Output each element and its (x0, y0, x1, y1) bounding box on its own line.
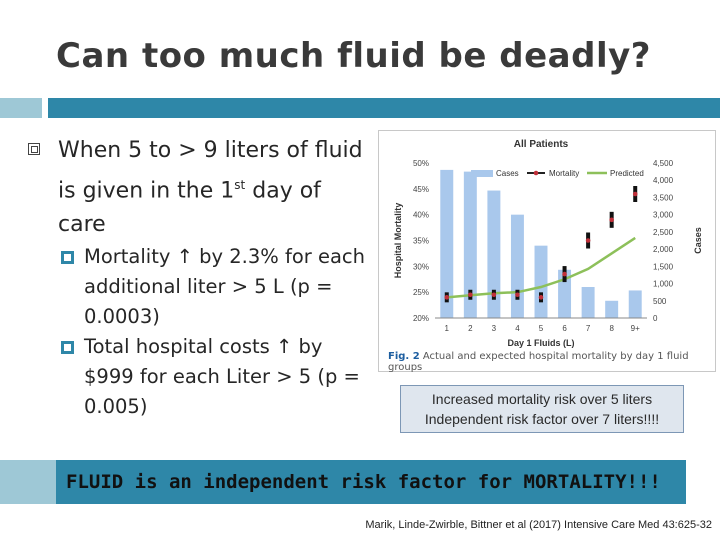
bullet-sub-1: Mortality ↑ by 2.3% for each additional … (28, 242, 368, 332)
x-tick-label: 2 (468, 324, 473, 333)
bullet-sub-2: Total hospital costs ↑ by $999 for each … (28, 332, 368, 422)
mortality-chart-figure: All Patients 20% 25% 30% 35% 40% 45% 50% 0 500 1,0… (378, 130, 716, 372)
accent-band-left (0, 98, 42, 118)
mortality-point (609, 217, 614, 223)
legend-swatch-cases (471, 170, 493, 177)
citation: Marik, Linde-Zwirble, Bittner et al (201… (365, 519, 712, 531)
cases-bar (558, 269, 572, 318)
x-tick-label: 9+ (631, 324, 640, 333)
bullet-list: When 5 to > 9 liters of fluid is given i… (28, 134, 368, 422)
figure-caption-label: Fig. 2 (388, 351, 420, 362)
y-left-tick-label: 20% (413, 314, 429, 323)
y-right-tick-label: 3,500 (653, 193, 674, 202)
x-tick-label: 5 (539, 324, 544, 333)
mortality-point (468, 292, 473, 298)
mortality-point (491, 292, 497, 298)
legend-label-cases: Cases (496, 169, 519, 178)
y-left-axis-label: Hospital Mortality (393, 203, 403, 279)
legend-swatch-mortality (533, 170, 539, 176)
bullet-main-text: When 5 to > 9 liters of fluid is given i… (58, 138, 363, 204)
banner-accent (0, 460, 56, 504)
y-left-tick-label: 35% (413, 237, 429, 246)
y-left-tick-label: 50% (413, 159, 429, 168)
y-left-tick-label: 40% (413, 211, 429, 220)
square-bullet-icon (28, 143, 40, 155)
bullet-sub-1-text: Mortality ↑ by 2.3% for each additional … (84, 245, 366, 329)
cases-bar (463, 171, 477, 318)
legend-label-mortality: Mortality (549, 169, 579, 178)
cases-bar (534, 245, 548, 318)
mortality-point (515, 292, 520, 298)
cases-bar (510, 214, 524, 318)
risk-note-line-1: Increased mortality risk over 5 liters (431, 391, 653, 407)
mortality-point (632, 191, 638, 197)
x-axis-label: Day 1 Fluids (L) (507, 338, 574, 348)
mortality-chart: All Patients 20% 25% 30% 35% 40% 45% 50% 0 500 1,0… (393, 139, 703, 348)
bullet-sub-2-text: Total hospital costs ↑ by $999 for each … (84, 335, 360, 419)
mortality-point (538, 295, 544, 300)
y-left-tick-label: 25% (413, 288, 429, 297)
cases-bar (581, 287, 595, 318)
y-right-tick-label: 0 (653, 314, 658, 323)
y-right-tick-label: 4,000 (653, 176, 674, 185)
accent-band-right (48, 98, 720, 118)
mortality-point (444, 295, 450, 300)
y-left-tick-label: 30% (413, 262, 429, 271)
figure-caption: Fig. 2 Actual and expected hospital mort… (388, 351, 720, 373)
y-right-tick-label: 1,500 (653, 262, 674, 271)
mortality-point (585, 238, 591, 243)
figure-caption-text: Actual and expected hospital mortality b… (388, 351, 689, 373)
filled-square-bullet-icon (61, 341, 74, 355)
x-tick-label: 4 (515, 324, 520, 333)
y-right-tick-label: 1,000 (653, 280, 674, 289)
page-title: Can too much fluid be deadly? (56, 36, 652, 76)
legend-label-predicted: Predicted (610, 169, 644, 178)
conclusion-banner: FLUID is an independent risk factor for … (56, 460, 686, 504)
mortality-point (562, 271, 567, 277)
cases-bar (487, 190, 501, 318)
risk-note-box: Increased mortality risk over 5 liters I… (400, 385, 684, 433)
y-right-tick-label: 4,500 (653, 159, 674, 168)
y-left-tick-label: 45% (413, 185, 429, 194)
filled-square-bullet-icon (61, 251, 74, 265)
y-right-axis-label: Cases (693, 227, 703, 254)
bullet-main-sup: st (234, 178, 246, 192)
chart-title: All Patients (514, 139, 569, 150)
x-tick-label: 1 (445, 324, 450, 333)
bullet-main: When 5 to > 9 liters of fluid is given i… (28, 134, 368, 242)
y-right-tick-label: 2,500 (653, 228, 674, 237)
x-tick-label: 6 (562, 324, 567, 333)
cases-bar (628, 290, 642, 318)
risk-note-line-2: Independent risk factor over 7 liters!!!… (424, 411, 660, 427)
y-right-tick-label: 3,000 (653, 211, 674, 220)
y-right-tick-label: 500 (653, 297, 667, 306)
cases-bar (440, 169, 454, 318)
y-right-tick-label: 2,000 (653, 245, 674, 254)
x-tick-label: 7 (586, 324, 591, 333)
cases-bar (605, 300, 619, 318)
bullet-main-end: day of care (58, 178, 321, 238)
predicted-line (446, 236, 636, 299)
x-tick-label: 8 (609, 324, 614, 333)
x-tick-label: 3 (492, 324, 497, 333)
